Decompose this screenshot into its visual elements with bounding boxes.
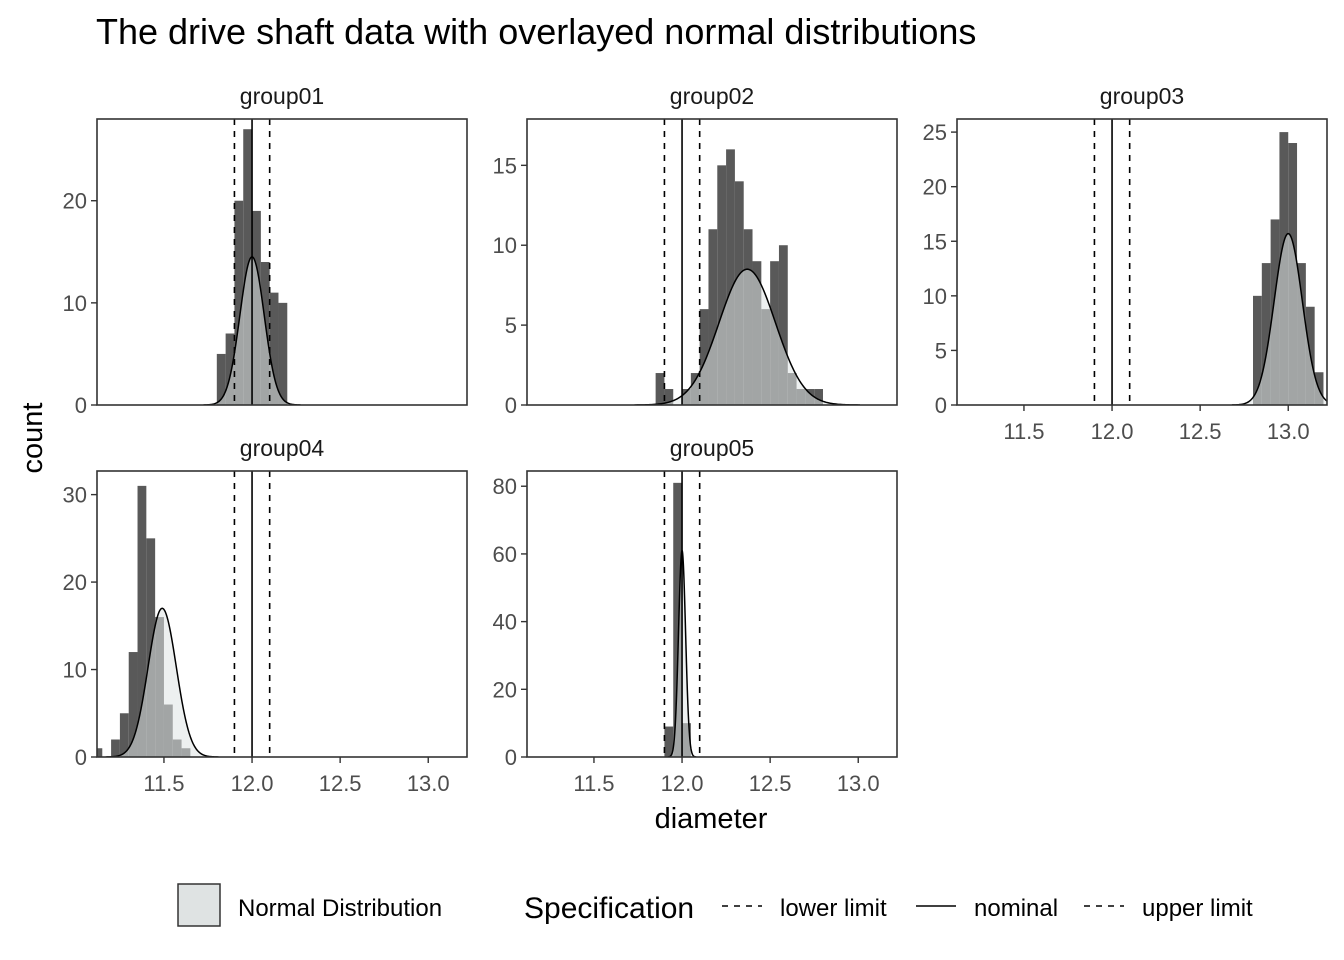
x-tick-label: 12.0 <box>661 771 704 796</box>
normal-distribution-curve <box>634 268 861 405</box>
panel-border <box>956 118 1328 406</box>
y-tick-label: 0 <box>75 393 87 418</box>
y-tick-label: 10 <box>923 284 947 309</box>
legend-lower-limit-label: lower limit <box>780 895 887 922</box>
histogram-bar <box>1253 295 1262 405</box>
y-tick-label: 25 <box>923 120 947 145</box>
y-axis-title: count <box>17 403 49 474</box>
histogram-bar <box>673 482 683 757</box>
x-tick-label: 12.5 <box>319 771 362 796</box>
panel-plot-area <box>97 119 467 405</box>
histogram-bar <box>708 229 718 405</box>
x-tick-label: 11.5 <box>573 771 614 796</box>
legend-normal-distribution-swatch <box>177 883 221 927</box>
x-tick-label: 12.0 <box>231 771 274 796</box>
histogram-bar <box>664 389 674 405</box>
panel-group02: group02 0 5 10 15 <box>493 83 898 418</box>
panel-plot-area <box>527 471 897 757</box>
normal-distribution-curve <box>1231 232 1327 405</box>
y-tick-label: 5 <box>935 338 947 363</box>
normal-distribution-area <box>105 608 219 757</box>
x-tick-label: 13.0 <box>837 771 880 796</box>
facet-strip-label: group05 <box>670 435 754 461</box>
normal-distribution-curve <box>105 607 219 757</box>
y-tick-label: 60 <box>493 542 517 567</box>
y-tick-label: 5 <box>505 313 517 338</box>
y-tick-label: 15 <box>923 229 947 254</box>
facet-strip-label: group04 <box>240 435 325 461</box>
y-tick-label: 20 <box>923 175 947 200</box>
y-tick-label: 10 <box>63 291 87 316</box>
histogram-bar <box>664 726 674 757</box>
legend-nominal-label: nominal <box>974 895 1058 922</box>
x-tick-label: 13.0 <box>1267 419 1310 444</box>
histogram-bar <box>269 292 279 405</box>
y-tick-label: 40 <box>493 610 517 635</box>
y-tick-label: 20 <box>63 570 87 595</box>
histogram-bar <box>726 149 735 405</box>
panel-border <box>526 118 898 406</box>
histogram-bar <box>128 652 138 757</box>
legend: Normal Distribution Specification lower … <box>177 883 1253 927</box>
x-tick-label: 12.5 <box>749 771 792 796</box>
histogram-bar <box>234 200 244 405</box>
y-tick-label: 10 <box>63 658 87 683</box>
panel-plot-area <box>527 119 897 405</box>
panel-border <box>96 470 468 758</box>
histogram-bar <box>216 353 226 405</box>
histogram-bar <box>655 373 665 405</box>
y-tick-label: 20 <box>493 677 517 702</box>
histogram-bar <box>814 389 823 405</box>
panel-group03: group03 0 5 10 15 20 25 11.5 12.0 12.5 13.0 <box>923 83 1328 444</box>
panel-group04: group04 0 10 20 30 11.5 12.0 12.5 13.0 <box>63 435 468 796</box>
y-tick-label: 30 <box>63 483 87 508</box>
histogram-bar <box>778 245 788 405</box>
panel-plot-area <box>97 471 467 757</box>
histogram-bar <box>278 302 288 405</box>
histogram-bar <box>699 309 709 405</box>
facet-panels: group01 0 10 20 group02 0 5 10 15 group03 0 5 10 15 20… <box>63 83 1328 796</box>
histogram-bar <box>137 485 147 757</box>
panel-group05: group05 0 20 40 60 80 11.5 12.0 12.5 13.0 <box>493 435 898 796</box>
x-tick-label: 12.0 <box>1091 419 1134 444</box>
histogram-bar <box>717 165 727 405</box>
legend-normal-distribution-label: Normal Distribution <box>238 895 442 922</box>
normal-distribution-area <box>634 269 860 405</box>
histogram-bar <box>111 739 120 757</box>
y-tick-label: 80 <box>493 474 517 499</box>
x-tick-label: 13.0 <box>407 771 450 796</box>
legend-specification-title: Specification <box>524 892 694 925</box>
histogram-bar <box>1261 263 1271 405</box>
panel-plot-area <box>957 119 1327 405</box>
y-tick-label: 20 <box>63 189 87 214</box>
y-tick-label: 0 <box>505 745 517 770</box>
histogram-bar <box>119 713 129 757</box>
panel-border <box>526 470 898 758</box>
x-tick-label: 11.5 <box>1003 419 1044 444</box>
panel-group01: group01 0 10 20 <box>63 83 468 418</box>
panel-background <box>527 471 897 757</box>
histogram-bar <box>225 333 235 405</box>
legend-upper-limit-label: upper limit <box>1142 895 1253 922</box>
facet-strip-label: group03 <box>1100 83 1184 109</box>
facet-strip-label: group02 <box>670 83 754 109</box>
panel-border <box>96 118 468 406</box>
facet-strip-label: group01 <box>240 83 324 109</box>
y-tick-label: 0 <box>505 393 517 418</box>
chart-title: The drive shaft data with overlayed norm… <box>96 11 976 52</box>
x-tick-label: 11.5 <box>143 771 184 796</box>
x-axis-title: diameter <box>655 803 768 835</box>
y-tick-label: 0 <box>75 745 87 770</box>
x-tick-label: 12.5 <box>1179 419 1222 444</box>
normal-distribution-area <box>1231 233 1327 405</box>
histogram-bar <box>97 748 103 757</box>
y-tick-label: 0 <box>935 393 947 418</box>
y-tick-label: 15 <box>493 153 517 178</box>
y-tick-label: 10 <box>493 233 517 258</box>
